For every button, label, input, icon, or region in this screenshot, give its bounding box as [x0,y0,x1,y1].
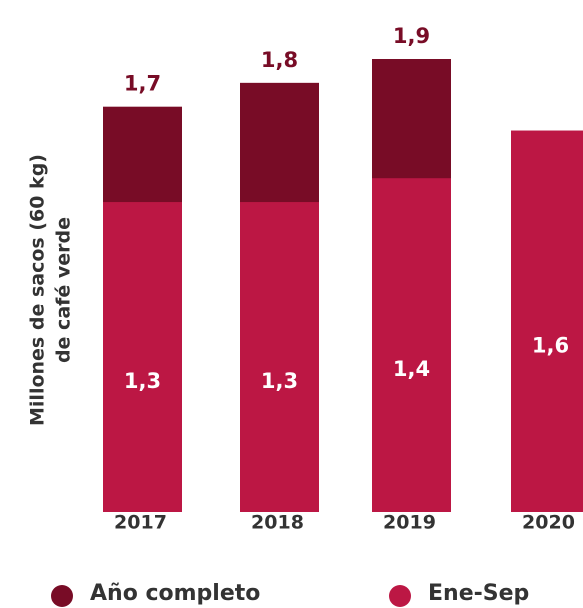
legend-marker [389,585,411,607]
y-axis-title-line: Millones de sacos (60 kg) [27,154,49,426]
y-axis-title: Millones de sacos (60 kg) de café verde [27,154,75,426]
x-tick-label: 2017 [114,512,167,534]
value-label: 1,6 [532,333,569,357]
bar [240,202,319,513]
bar [511,130,583,513]
value-label: 1,8 [261,48,298,72]
bar [103,202,182,513]
legend-marker [51,585,73,607]
x-tick-label: 2018 [251,512,304,534]
value-label: 1,3 [124,369,161,393]
y-axis-title-line: de café verde [53,217,75,363]
value-label: 1,3 [261,369,298,393]
value-label: 1,9 [393,24,430,48]
x-tick-label: 2019 [383,512,436,534]
x-tick-label: 2020 [522,512,575,534]
legend-label: Año completo [90,581,260,606]
value-label: 1,4 [393,357,430,381]
bar [372,178,451,513]
value-label: 1,7 [124,72,161,96]
legend-label: Ene-Sep [428,581,529,606]
